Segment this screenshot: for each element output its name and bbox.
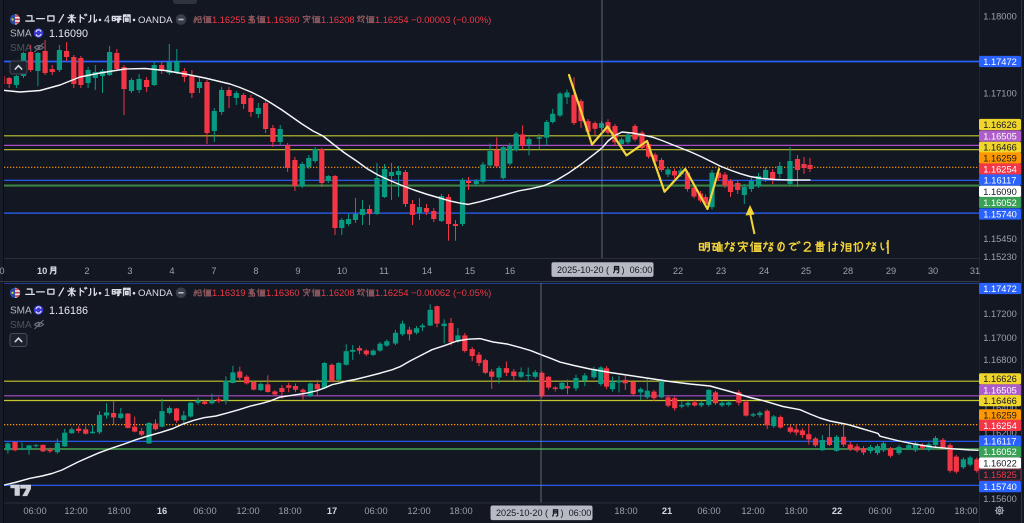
svg-text:1.16208: 1.16208 bbox=[321, 288, 355, 298]
svg-text:10: 10 bbox=[37, 266, 47, 276]
svg-text:06:00: 06:00 bbox=[364, 506, 387, 516]
svg-text:21: 21 bbox=[662, 506, 672, 516]
svg-text:1.16360: 1.16360 bbox=[266, 288, 300, 298]
svg-text:16: 16 bbox=[157, 506, 167, 516]
svg-text:OANDA: OANDA bbox=[138, 15, 173, 26]
svg-text:1.16254: 1.16254 bbox=[375, 288, 409, 298]
svg-text:1.16090: 1.16090 bbox=[983, 187, 1017, 197]
svg-text:1.16208: 1.16208 bbox=[321, 15, 355, 25]
svg-text:28: 28 bbox=[843, 266, 853, 276]
svg-text:18:00: 18:00 bbox=[784, 506, 807, 516]
svg-text:1.16626: 1.16626 bbox=[983, 120, 1017, 130]
svg-text:7: 7 bbox=[211, 266, 216, 276]
svg-text:12:00: 12:00 bbox=[236, 506, 259, 516]
svg-text:1.17200: 1.17200 bbox=[983, 309, 1017, 319]
svg-text:1: 1 bbox=[104, 287, 110, 299]
svg-text:18:00: 18:00 bbox=[449, 506, 472, 516]
svg-text:1.17472: 1.17472 bbox=[983, 284, 1017, 294]
svg-text:SMA: SMA bbox=[10, 320, 32, 331]
svg-text:12:00: 12:00 bbox=[741, 506, 764, 516]
svg-text:30: 30 bbox=[928, 266, 938, 276]
svg-text:11: 11 bbox=[379, 266, 389, 276]
svg-text:06:00: 06:00 bbox=[868, 506, 891, 516]
svg-text:1.16200: 1.16200 bbox=[983, 428, 1017, 438]
svg-text:1.18000: 1.18000 bbox=[983, 11, 1017, 21]
svg-text:SMA: SMA bbox=[10, 43, 32, 54]
svg-text:23: 23 bbox=[716, 266, 726, 276]
svg-text:1.16466: 1.16466 bbox=[983, 396, 1017, 406]
svg-text:SMA: SMA bbox=[10, 29, 32, 40]
svg-text:06:00: 06:00 bbox=[193, 506, 216, 516]
svg-text:2: 2 bbox=[84, 266, 89, 276]
svg-text:1.16505: 1.16505 bbox=[983, 385, 1017, 395]
svg-text:18:00: 18:00 bbox=[954, 506, 977, 516]
svg-text:1.16052: 1.16052 bbox=[983, 198, 1017, 208]
svg-text:06:00: 06:00 bbox=[23, 506, 46, 516]
svg-text:−0.00003 (−0.00%): −0.00003 (−0.00%) bbox=[411, 14, 491, 25]
svg-text:15: 15 bbox=[465, 266, 475, 276]
svg-text:16: 16 bbox=[505, 266, 515, 276]
svg-text:12:00: 12:00 bbox=[407, 506, 430, 516]
svg-text:1.16800: 1.16800 bbox=[983, 355, 1017, 365]
svg-text:1.16626: 1.16626 bbox=[983, 374, 1017, 384]
svg-text:1.15740: 1.15740 bbox=[983, 209, 1017, 219]
svg-text:) 06:00: ) 06:00 bbox=[561, 508, 592, 518]
svg-text:8: 8 bbox=[253, 266, 258, 276]
svg-text:1.16052: 1.16052 bbox=[983, 447, 1017, 457]
svg-text:1.16255: 1.16255 bbox=[212, 15, 246, 25]
svg-text:17: 17 bbox=[327, 506, 337, 516]
svg-text:1.16186: 1.16186 bbox=[49, 305, 88, 317]
svg-text:22: 22 bbox=[673, 266, 683, 276]
svg-text:1.15230: 1.15230 bbox=[983, 252, 1017, 262]
svg-text:1.16360: 1.16360 bbox=[266, 15, 300, 25]
svg-text:−0.00062 (−0.05%): −0.00062 (−0.05%) bbox=[411, 287, 491, 298]
svg-text:1.16400: 1.16400 bbox=[983, 403, 1017, 413]
svg-text:OANDA: OANDA bbox=[138, 288, 173, 299]
svg-text:1.15600: 1.15600 bbox=[983, 494, 1017, 504]
svg-text:24: 24 bbox=[759, 266, 769, 276]
svg-text:1.17472: 1.17472 bbox=[983, 57, 1017, 67]
svg-text:14: 14 bbox=[422, 266, 432, 276]
svg-text:1.16254: 1.16254 bbox=[375, 15, 409, 25]
svg-text:2025-10-20 (: 2025-10-20 ( bbox=[496, 508, 548, 518]
svg-text:1.16022: 1.16022 bbox=[983, 458, 1017, 468]
svg-text:1.16505: 1.16505 bbox=[983, 131, 1017, 141]
svg-text:) 06:00: ) 06:00 bbox=[622, 265, 653, 275]
svg-text:1.15740: 1.15740 bbox=[983, 482, 1017, 492]
svg-text:12:00: 12:00 bbox=[64, 506, 87, 516]
svg-text:1.15825: 1.15825 bbox=[983, 470, 1017, 480]
svg-text:1.15450: 1.15450 bbox=[983, 234, 1017, 244]
svg-text:1.16117: 1.16117 bbox=[984, 436, 1017, 446]
svg-text:1.17100: 1.17100 bbox=[983, 88, 1017, 98]
svg-text:1.16254: 1.16254 bbox=[983, 421, 1017, 431]
svg-text:06:00: 06:00 bbox=[697, 506, 720, 516]
svg-text:1.16259: 1.16259 bbox=[983, 410, 1017, 420]
svg-text:12:00: 12:00 bbox=[911, 506, 934, 516]
svg-text:9: 9 bbox=[295, 266, 300, 276]
svg-text:18:00: 18:00 bbox=[614, 506, 637, 516]
svg-text:25: 25 bbox=[801, 266, 811, 276]
svg-text:1.16319: 1.16319 bbox=[212, 288, 246, 298]
svg-text:18:00: 18:00 bbox=[278, 506, 301, 516]
svg-text:1.16117: 1.16117 bbox=[984, 175, 1017, 185]
svg-text:1.16090: 1.16090 bbox=[49, 28, 88, 40]
svg-text:10: 10 bbox=[337, 266, 347, 276]
svg-text:3: 3 bbox=[127, 266, 132, 276]
svg-text:22: 22 bbox=[832, 506, 842, 516]
svg-text:1.16254: 1.16254 bbox=[983, 164, 1017, 174]
svg-text:1.16466: 1.16466 bbox=[983, 143, 1017, 153]
svg-text:31: 31 bbox=[970, 266, 980, 276]
svg-text:SMA: SMA bbox=[10, 306, 32, 317]
svg-text:0: 0 bbox=[0, 266, 5, 276]
svg-text:18:00: 18:00 bbox=[107, 506, 130, 516]
svg-text:4: 4 bbox=[104, 14, 110, 26]
svg-text:2025-10-20 (: 2025-10-20 ( bbox=[557, 265, 609, 275]
svg-text:1.16259: 1.16259 bbox=[983, 153, 1017, 163]
svg-text:29: 29 bbox=[886, 266, 896, 276]
svg-text:4: 4 bbox=[169, 266, 174, 276]
svg-text:1.17000: 1.17000 bbox=[983, 333, 1017, 343]
